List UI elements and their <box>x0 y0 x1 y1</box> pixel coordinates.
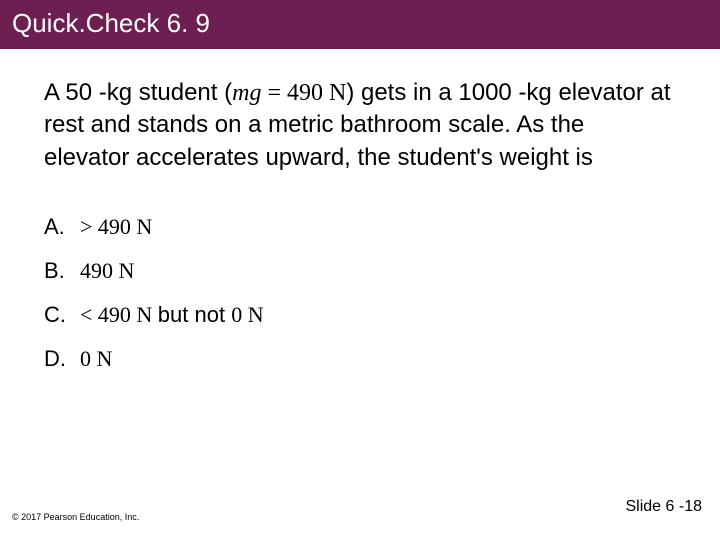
slide: Quick.Check 6. 9 A 50 -kg student (mg = … <box>0 0 720 540</box>
option-a: A. > 490 N <box>44 214 676 240</box>
slide-number: Slide 6 -18 <box>626 498 703 516</box>
copyright-text: © 2017 Pearson Education, Inc. <box>12 512 139 522</box>
option-c: C. < 490 N but not 0 N <box>44 302 676 328</box>
options-list: A. > 490 N B. 490 N C. < 490 N but not 0… <box>44 214 676 372</box>
option-letter: B. <box>44 258 80 284</box>
option-text-tnr: 490 N <box>80 258 134 283</box>
option-text-tnr2: 0 N <box>231 302 263 327</box>
option-text: > 490 N <box>80 214 152 240</box>
question-prefix: A 50 -kg student ( <box>44 79 232 106</box>
option-b: B. 490 N <box>44 258 676 284</box>
option-letter: D. <box>44 346 80 372</box>
option-d: D. 0 N <box>44 346 676 372</box>
option-text-tnr: 0 N <box>80 346 112 371</box>
option-text-tnr: > 490 N <box>80 214 152 239</box>
question-text: A 50 -kg student (mg = 490 N) gets in a … <box>44 77 676 174</box>
question-mg: mg <box>232 80 267 106</box>
option-letter: A. <box>44 214 80 240</box>
option-letter: C. <box>44 302 80 328</box>
option-text-tnr: < 490 N <box>80 302 158 327</box>
title-bar: Quick.Check 6. 9 <box>0 0 720 49</box>
slide-body: A 50 -kg student (mg = 490 N) gets in a … <box>0 49 720 372</box>
option-text: 490 N <box>80 258 134 284</box>
question-eq: = 490 N <box>267 80 346 106</box>
option-text-plain: but not <box>158 302 231 327</box>
option-text: < 490 N but not 0 N <box>80 302 264 328</box>
option-text: 0 N <box>80 346 112 372</box>
slide-title: Quick.Check 6. 9 <box>12 8 708 39</box>
